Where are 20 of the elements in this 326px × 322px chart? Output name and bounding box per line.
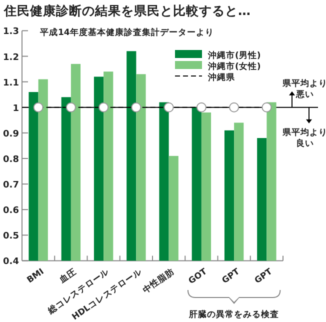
legend-label: 沖縄県 (207, 72, 236, 83)
annotation: 県平均より悪い (282, 78, 326, 100)
legend-label: 沖縄市(女性) (207, 61, 261, 72)
y-tick-label: 0.8 (3, 154, 19, 165)
text: 肝臓の異常をみる検査 (188, 309, 280, 320)
y-tick-label: 0.4 (3, 257, 19, 268)
x-tick-label: 血圧 (56, 266, 79, 286)
y-tick-label: 0.9 (3, 129, 19, 140)
legend-label: 沖縄市(男性) (207, 50, 261, 61)
y-tick-label: 0.5 (3, 232, 19, 242)
y-tick-label: 1.3 (3, 27, 19, 38)
y-tick-label: 0.7 (3, 180, 19, 191)
y-tick-label: 1.2 (3, 52, 19, 63)
chart-subtitle: 平成14年度基本健康診査集計データーより (39, 27, 214, 38)
x-tick-label: 中性脂肪 (140, 266, 177, 296)
chart-title: 住民健康診断の結果を県民と比較すると… (3, 3, 250, 18)
y-tick-label: 1.1 (3, 78, 19, 88)
y-tick-label: 1 (12, 104, 19, 114)
y-tick-label: 0.6 (3, 206, 19, 216)
annotation: 県平均より良い (282, 127, 326, 149)
